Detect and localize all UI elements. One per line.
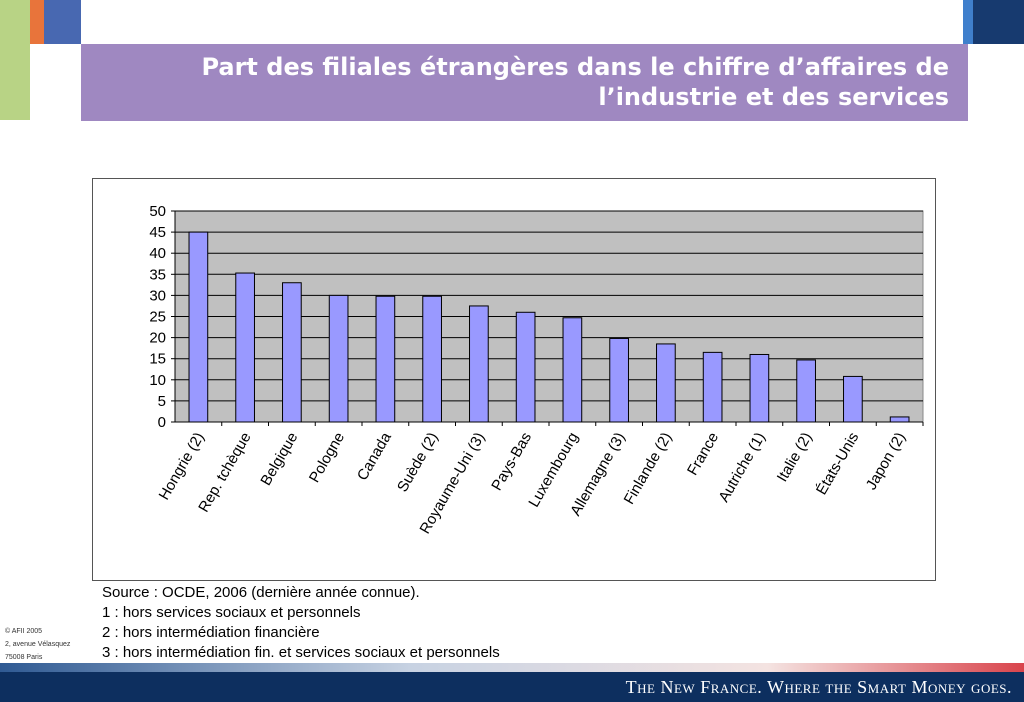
x-tick-label: Italie (2)	[774, 429, 816, 484]
header-block-orange	[30, 0, 44, 44]
address-copyright: © AFII 2005	[5, 628, 43, 635]
x-tick-label: Japon (2)	[863, 430, 909, 493]
y-tick-label: 35	[149, 266, 166, 283]
footer-gradient-strip	[0, 663, 1024, 672]
bar	[375, 295, 396, 423]
bar	[749, 353, 770, 423]
x-tick-label: Autriche (1)	[715, 429, 768, 505]
bar	[328, 294, 349, 423]
x-tick-label: Canada	[354, 429, 395, 484]
x-tick-label: Belgique	[257, 430, 301, 489]
bar	[609, 337, 629, 423]
header-block-navy	[973, 0, 1024, 44]
footer-bar	[0, 672, 1024, 702]
bar	[656, 343, 676, 423]
bar	[422, 295, 442, 423]
title-band	[81, 44, 968, 121]
address-street: 2, avenue Vélasquez	[5, 641, 71, 648]
header-block-green	[0, 0, 30, 120]
header-block-light-blue	[963, 0, 973, 44]
y-tick-label: 50	[149, 203, 166, 220]
bar	[282, 282, 302, 423]
header-block-blue	[44, 0, 81, 44]
y-tick-label: 40	[149, 245, 166, 262]
x-tick-label: Suède (2)	[394, 429, 442, 495]
bar	[515, 311, 536, 423]
y-tick-label: 10	[149, 372, 166, 389]
note-1: 1 : hors services sociaux et personnels	[102, 604, 361, 621]
note-2: 2 : hors intermédiation financière	[102, 624, 320, 641]
bar	[562, 317, 583, 423]
y-tick-label: 30	[149, 287, 166, 304]
bar	[188, 231, 209, 423]
y-tick-label: 25	[149, 309, 166, 326]
y-tick-label: 15	[149, 351, 166, 368]
bar	[702, 351, 723, 423]
x-tick-label: Pays-Bas	[488, 430, 535, 494]
footer-slogan: The New France. Where the Smart Money go…	[625, 677, 1012, 697]
bar	[235, 272, 255, 423]
bar	[889, 416, 910, 423]
x-tick-label: France	[684, 430, 722, 479]
bar	[843, 375, 863, 423]
note-source: Source : OCDE, 2006 (dernière année conn…	[102, 584, 420, 601]
source-notes: Source : OCDE, 2006 (dernière année conn…	[102, 583, 500, 663]
note-3: 3 : hors intermédiation fin. et services…	[102, 644, 500, 661]
address-block: © AFII 2005 2, avenue Vélasquez 75008 Pa…	[5, 625, 70, 664]
y-tick-label: 5	[158, 393, 166, 410]
bar	[469, 305, 489, 423]
x-tick-label: États-Unis	[813, 430, 862, 498]
page-title: Part des filiales étrangères dans le chi…	[201, 53, 949, 111]
x-tick-label: Finlande (2)	[621, 430, 676, 508]
bar	[796, 359, 816, 423]
chart-frame: 0 5 10 15 20 25 30 35 40 45 50 Hongrie (2) Rep. tchè…	[92, 178, 936, 581]
x-tick-label: Pologne	[306, 430, 348, 486]
y-tick-label: 20	[149, 330, 166, 347]
y-tick-label: 45	[149, 224, 166, 241]
address-city: 75008 Paris	[5, 654, 43, 661]
x-tick-label: Hongrie (2)	[156, 429, 208, 502]
y-tick-label: 0	[158, 414, 166, 431]
